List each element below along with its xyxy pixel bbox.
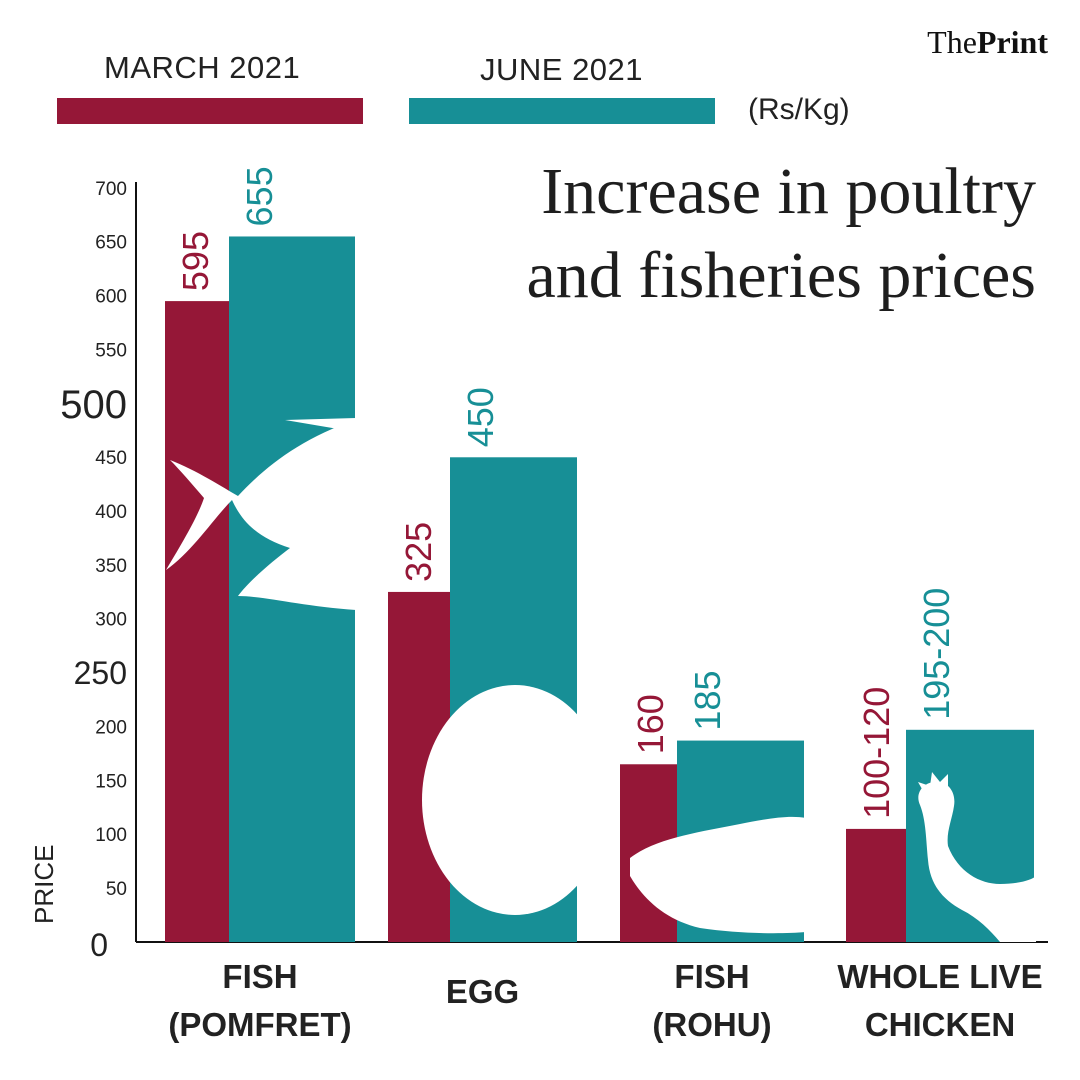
y-tick-label: 200 [95,717,127,738]
unit-label: (Rs/Kg) [748,93,850,126]
brand-prefix: The [927,24,977,60]
bar-value-label: 160 [630,694,671,754]
y-tick-label: 600 [95,287,127,308]
y-tick-label: 300 [95,610,127,631]
rohu-fish-icon [630,816,806,934]
bar-value-label: 100-120 [856,687,897,819]
x-category-label: CHICKEN [865,1006,1015,1043]
brand-logo: ThePrint [927,24,1048,61]
bar-value-label: 450 [460,387,501,447]
y-tick-label: 50 [106,879,127,900]
y-tick-label: 700 [95,179,127,200]
y-tick-label: 0 [90,927,108,963]
legend-march-swatch [57,98,363,124]
y-tick-label: 100 [95,825,127,846]
y-tick-label: 500 [60,383,127,427]
pomfret-fin-icon [285,418,356,432]
x-category-label: FISH [674,958,749,995]
bar-march [846,828,906,942]
chart-title: Increase in poultry and fisheries prices [526,155,1036,312]
y-tick-label: 400 [95,502,127,523]
pomfret-fish-icon [166,420,356,610]
bar-value-label: 595 [175,231,216,291]
y-tick-label: 350 [95,556,127,577]
x-category-label: WHOLE LIVE [837,958,1042,995]
x-category-label: (ROHU) [652,1006,771,1043]
x-category-label: EGG [446,973,519,1010]
bar-value-label: 655 [239,166,280,226]
y-tick-label: 550 [95,340,127,361]
brand-name: Print [976,24,1048,60]
y-tick-label: 150 [95,771,127,792]
y-tick-label: 450 [95,448,127,469]
bar-value-label: 195-200 [916,588,957,720]
egg-icon [422,685,608,915]
y-tick-label: 650 [95,233,127,254]
chicken-icon [918,781,1036,942]
legend-march-label: MARCH 2021 [104,50,301,85]
chicken-comb-icon [918,772,948,796]
bar-value-label: 325 [398,522,439,582]
legend-june-label: JUNE 2021 [480,52,644,87]
bar-march [165,301,229,943]
bar-value-label: 185 [687,670,728,730]
x-category-label: (POMFRET) [168,1006,351,1043]
x-category-label: FISH [222,958,297,995]
y-tick-label: 250 [74,655,127,691]
y-axis-title: PRICE [29,845,59,924]
legend-june-swatch [409,98,715,124]
